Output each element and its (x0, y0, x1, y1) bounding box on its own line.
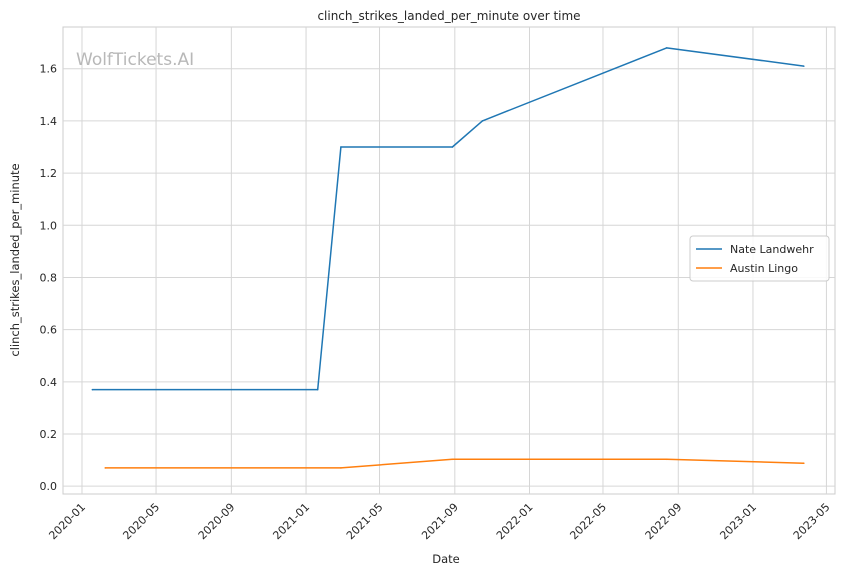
y-tick-labels: 0.0 0.2 0.4 0.6 0.8 1.0 1.2 1.4 1.6 (40, 63, 58, 493)
data-point-nate-landwehr (316, 388, 319, 391)
x-tick-label: 2020-09 (196, 501, 238, 543)
x-tick-label: 2020-01 (46, 501, 88, 543)
chart-title: clinch_strikes_landed_per_minute over ti… (317, 9, 580, 23)
y-tick-label: 0.4 (40, 376, 58, 389)
x-tick-labels: 2020-01 2020-05 2020-09 2021-01 2021-05 2021-… (46, 501, 832, 543)
x-axis-label: Date (432, 552, 460, 566)
y-tick-label: 1.4 (40, 115, 58, 128)
data-point-nate-landwehr (340, 146, 342, 148)
legend-box (689, 235, 830, 282)
y-tick-label: 0.0 (40, 480, 58, 493)
watermark: WolfTickets.AI (76, 50, 194, 70)
data-point-austin-lingo (665, 458, 668, 461)
y-axis-label: clinch_strikes_landed_per_minute (8, 163, 22, 356)
y-tick-label: 1.6 (40, 63, 58, 76)
y-tick-label: 0.8 (40, 271, 58, 284)
y-tick-label: 1.0 (40, 219, 58, 232)
y-tick-label: 1.2 (40, 167, 58, 180)
data-point-nate-landwehr (481, 120, 484, 122)
y-tick-label: 0.6 (40, 324, 58, 337)
x-tick-label: 2023-05 (791, 501, 833, 543)
series-layer (91, 47, 805, 469)
data-point-austin-lingo (451, 458, 454, 461)
data-point-nate-landwehr (451, 146, 454, 148)
x-tick-label: 2022-05 (567, 501, 609, 543)
x-tick-label: 2021-01 (270, 501, 312, 543)
y-tick-label: 0.2 (40, 428, 58, 441)
x-tick-label: 2021-05 (344, 501, 386, 543)
x-tick-label: 2020-05 (120, 501, 162, 543)
legend-label-nate-landwehr: Nate Landwehr (730, 243, 814, 256)
data-point-nate-landwehr (802, 65, 805, 67)
x-tick-label: 2023-01 (717, 501, 759, 543)
data-point-nate-landwehr (91, 388, 94, 391)
x-tick-label: 2022-01 (494, 501, 536, 543)
x-tick-label: 2022-09 (643, 501, 685, 543)
legend: Nate Landwehr Austin Lingo (689, 235, 830, 282)
legend-label-austin-lingo: Austin Lingo (730, 262, 798, 275)
data-point-austin-lingo (340, 467, 342, 469)
x-tick-label: 2021-09 (419, 501, 461, 543)
data-point-nate-landwehr (665, 47, 668, 49)
data-point-austin-lingo (104, 467, 107, 469)
data-point-austin-lingo (802, 462, 805, 465)
